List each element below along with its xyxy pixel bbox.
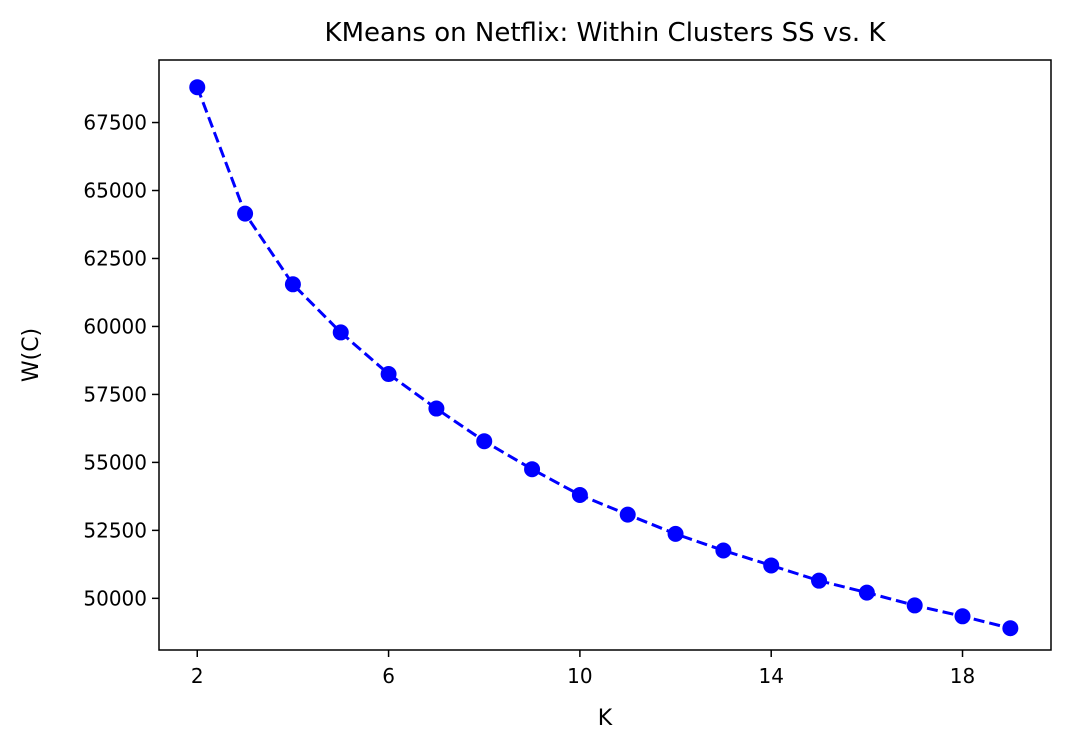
- series-points: [189, 79, 1019, 637]
- data-point: [237, 205, 254, 222]
- plot-frame: [158, 59, 1052, 651]
- data-point: [667, 525, 684, 542]
- x-tick-label: 6: [382, 664, 395, 688]
- y-axis-label: W(C): [19, 328, 44, 382]
- y-tick-label: 57500: [83, 382, 147, 406]
- x-axis-label: K: [598, 706, 613, 731]
- data-point: [428, 400, 445, 417]
- data-point: [1002, 620, 1019, 637]
- x-tick-label: 2: [191, 664, 204, 688]
- x-tick-label: 10: [567, 664, 592, 688]
- y-tick-label: 67500: [83, 111, 147, 135]
- chart-title: KMeans on Netflix: Within Clusters SS vs…: [325, 18, 887, 48]
- data-point: [524, 461, 541, 478]
- data-point: [858, 584, 875, 601]
- x-tick-label: 14: [758, 664, 783, 688]
- data-point: [954, 608, 971, 625]
- y-axis-ticks: 50000 52500 55000 57500 60000 62500 65000 67500: [83, 111, 159, 610]
- y-tick-label: 62500: [83, 246, 147, 270]
- data-point: [619, 506, 636, 523]
- y-tick-label: 65000: [83, 179, 147, 203]
- data-point: [906, 597, 923, 614]
- y-tick-label: 50000: [83, 586, 147, 610]
- data-point: [811, 572, 828, 589]
- data-point: [284, 276, 301, 293]
- data-point: [763, 557, 780, 574]
- x-tick-label: 18: [950, 664, 975, 688]
- y-tick-label: 52500: [83, 518, 147, 542]
- x-axis-ticks: 2 6 10 14 18: [191, 650, 975, 688]
- data-point: [571, 487, 588, 504]
- data-point: [189, 79, 206, 96]
- y-tick-label: 60000: [83, 314, 147, 338]
- data-point: [715, 542, 732, 559]
- data-point: [332, 324, 349, 341]
- series-line: [195, 86, 1011, 630]
- data-point: [476, 433, 493, 450]
- y-tick-label: 55000: [83, 450, 147, 474]
- data-point: [380, 366, 397, 383]
